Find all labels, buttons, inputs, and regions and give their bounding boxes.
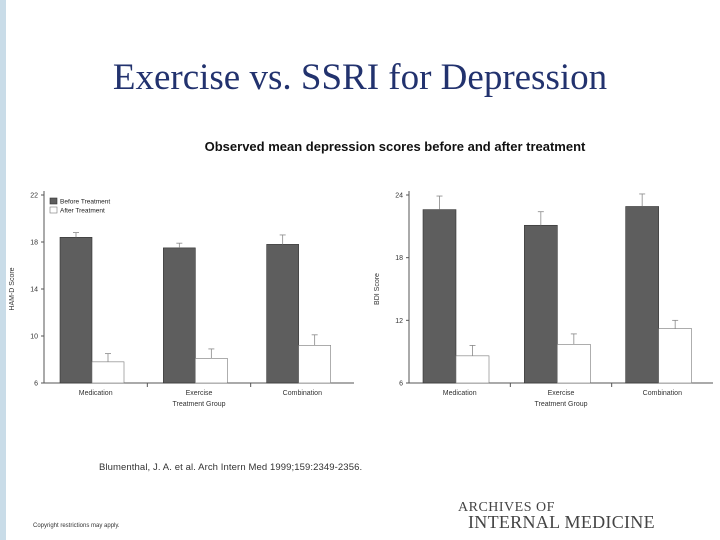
bar-after-treatment [195,358,228,384]
left-accent-bar [0,0,6,540]
copyright-notice: Copyright restrictions may apply. [33,523,120,529]
x-category-label: Exercise [186,390,213,397]
citation: Blumenthal, J. A. et al. Arch Intern Med… [99,462,363,473]
ham-d-chart: 6 10 14 18 22 HAM-D Score Medication Exercise Co… [9,191,354,408]
journal-logo-line1: ARCHIVES OF [458,500,555,515]
slide-title: Exercise vs. SSRI for Depression [112,57,608,98]
bar-after-treatment [455,355,490,384]
bar-before-treatment [163,247,196,384]
y-tick-label: 18 [395,255,403,262]
legend-label: After Treatment [60,208,105,215]
bar-before-treatment [524,224,558,384]
y-tick-label: 6 [34,381,38,388]
journal-logo-line2: INTERNAL MEDICINE [468,512,655,532]
x-category-label: Medication [443,390,477,397]
bar-before-treatment [266,244,299,384]
x-axis-label: Treatment Group [172,401,225,408]
x-axis-label: Treatment Group [534,401,587,408]
bar-before-treatment [625,206,659,384]
y-axis-label: BDI Score [374,273,381,305]
legend-swatch [49,206,58,214]
x-category-label: Combination [283,390,322,397]
bar-after-treatment [298,345,331,384]
x-category-label: Exercise [548,390,575,397]
y-tick-label: 24 [395,193,403,200]
y-tick-label: 14 [30,287,38,294]
bar-after-treatment [658,328,692,384]
bar-after-treatment [557,344,591,384]
y-tick-label: 6 [399,381,403,388]
bdi-chart: 6 12 18 24 BDI Score Medication Exercise Combin… [374,191,713,408]
bar-after-treatment [91,361,125,384]
y-axis-label: HAM-D Score [9,267,16,310]
y-tick-label: 10 [30,334,38,341]
x-category-label: Medication [79,390,113,397]
y-tick-label: 12 [395,318,403,325]
chart-subtitle: Observed mean depression scores before a… [204,139,586,154]
legend-label: Before Treatment [60,199,110,206]
y-tick-label: 18 [30,240,38,247]
y-tick-label: 22 [30,193,38,200]
bar-before-treatment [422,209,457,384]
x-category-label: Combination [643,390,682,397]
bar-before-treatment [59,236,93,384]
legend-swatch [49,197,58,205]
